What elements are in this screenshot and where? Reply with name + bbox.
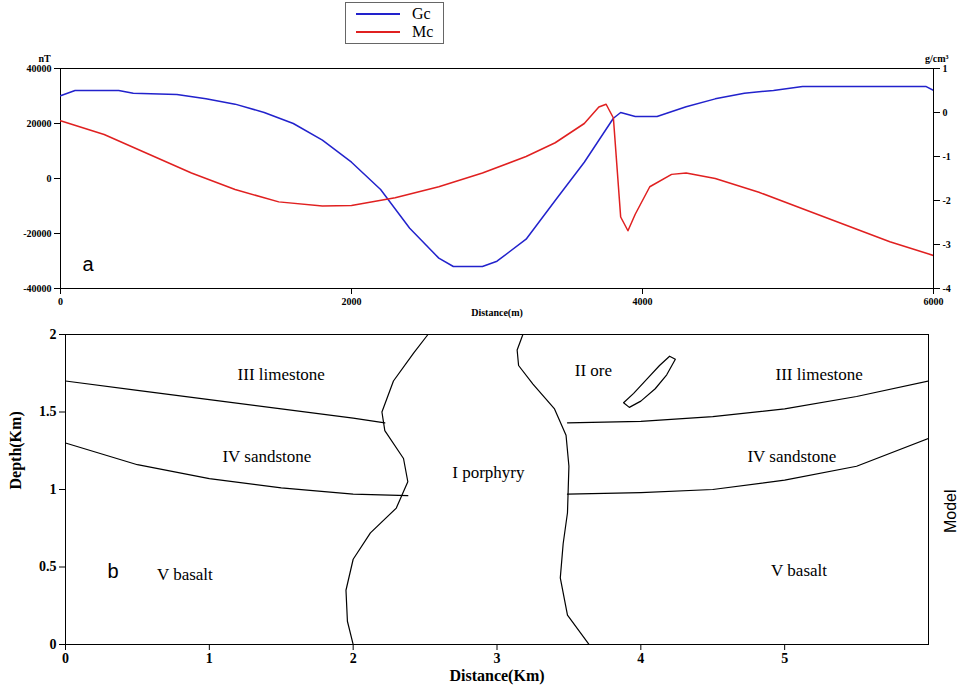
svg-text:-20000: -20000 — [23, 228, 51, 239]
svg-text:1.5: 1.5 — [39, 404, 57, 419]
svg-text:-2: -2 — [943, 195, 951, 206]
svg-text:40000: 40000 — [27, 63, 52, 74]
svg-text:III limestone: III limestone — [238, 365, 325, 384]
svg-text:-40000: -40000 — [23, 283, 51, 294]
svg-text:0: 0 — [50, 637, 57, 652]
svg-text:20000: 20000 — [27, 118, 52, 129]
svg-text:g/cm³: g/cm³ — [925, 53, 949, 64]
svg-text:nT: nT — [39, 53, 52, 64]
svg-text:2000: 2000 — [342, 296, 362, 307]
svg-text:1: 1 — [50, 482, 57, 497]
html-text:Gc: Gc — [412, 5, 431, 22]
svg-text:0: 0 — [62, 651, 69, 666]
svg-text:b: b — [108, 560, 119, 582]
svg-text:II ore: II ore — [575, 361, 612, 380]
svg-text:III limestone: III limestone — [776, 365, 863, 384]
svg-text:a: a — [83, 253, 95, 275]
svg-text:2: 2 — [50, 327, 57, 342]
svg-text:-1: -1 — [943, 151, 951, 162]
svg-text:0: 0 — [943, 107, 948, 118]
html-text:Mc: Mc — [412, 23, 434, 40]
svg-text:-3: -3 — [943, 239, 951, 250]
svg-text:Distance(Km): Distance(Km) — [449, 667, 544, 685]
svg-text:4000: 4000 — [633, 296, 653, 307]
svg-text:6000: 6000 — [924, 296, 944, 307]
svg-text:0: 0 — [58, 296, 63, 307]
svg-text:IV sandstone: IV sandstone — [747, 447, 836, 466]
svg-text:0: 0 — [47, 173, 52, 184]
svg-text:I porphyry: I porphyry — [452, 463, 525, 482]
svg-text:0.5: 0.5 — [39, 559, 57, 574]
svg-text:4: 4 — [637, 651, 644, 666]
svg-text:5: 5 — [781, 651, 788, 666]
svg-text:1: 1 — [943, 63, 948, 74]
svg-text:Model: Model — [942, 490, 959, 534]
svg-text:IV sandstone: IV sandstone — [222, 447, 311, 466]
svg-text:3: 3 — [494, 651, 501, 666]
svg-text:V basalt: V basalt — [157, 565, 213, 584]
svg-text:1: 1 — [206, 651, 213, 666]
svg-text:-4: -4 — [943, 283, 951, 294]
svg-text:Depth(Km): Depth(Km) — [7, 411, 25, 489]
svg-text:Distance(m): Distance(m) — [471, 307, 523, 319]
svg-text:V basalt: V basalt — [771, 561, 827, 580]
svg-text:2: 2 — [350, 651, 357, 666]
